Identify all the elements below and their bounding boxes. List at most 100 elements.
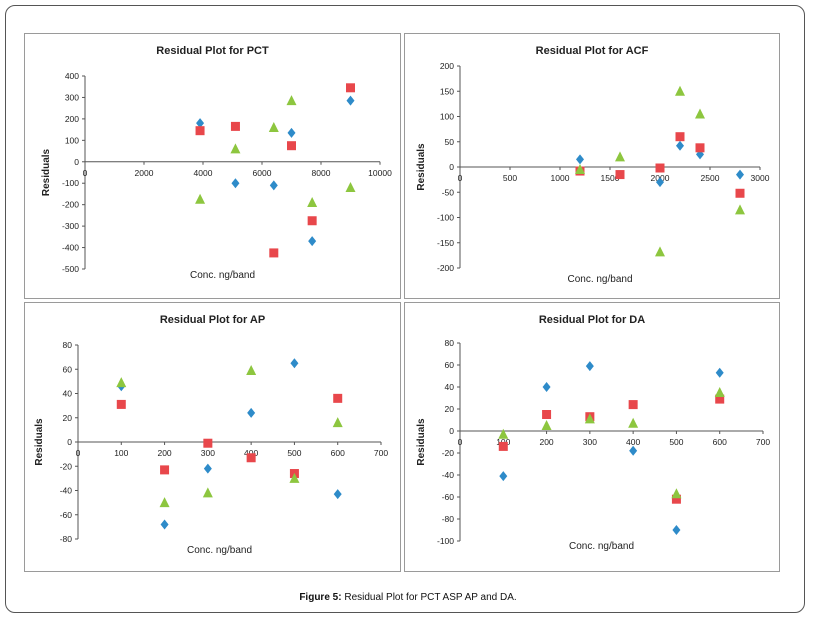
- data-point-triangle: [159, 497, 170, 508]
- x-tick-label: 10000: [368, 168, 392, 178]
- y-tick-label: 80: [445, 338, 455, 348]
- y-tick-label: 300: [65, 92, 79, 102]
- data-point-diamond: [247, 407, 256, 418]
- x-tick-label: 500: [503, 173, 517, 183]
- y-axis-label: Residuals: [416, 143, 427, 191]
- y-tick-label: -150: [437, 238, 454, 248]
- y-tick-label: -100: [437, 213, 454, 223]
- chart-panel-da: Residual Plot for DA -100 -80 -60 -40 -20 0 20 4…: [404, 302, 780, 572]
- y-tick-label: -50: [442, 187, 455, 197]
- data-point-square: [195, 126, 205, 136]
- y-tick-label: 60: [445, 360, 455, 370]
- y-tick-label: -20: [442, 448, 455, 458]
- data-point-diamond: [656, 177, 664, 188]
- y-tick-label: 40: [445, 382, 455, 392]
- data-point-square: [735, 188, 745, 198]
- data-point-square: [715, 394, 725, 404]
- y-tick-label: -100: [62, 178, 79, 188]
- data-point-square: [160, 465, 170, 475]
- y-tick-label: -300: [62, 221, 79, 231]
- data-point-triangle: [286, 95, 297, 106]
- caption-label: Figure 5:: [299, 592, 342, 603]
- chart-title: Residual Plot for DA: [539, 314, 645, 326]
- y-tick-label: -80: [60, 534, 73, 544]
- data-point-square: [307, 216, 317, 226]
- x-tick-label: 200: [539, 437, 553, 447]
- data-point-square: [655, 163, 665, 173]
- data-point-triangle: [615, 151, 625, 162]
- chart-svg: Residual Plot for PCT -500 -400 -300 -200 -10…: [41, 45, 392, 281]
- data-point-diamond: [629, 445, 638, 456]
- chart-title: Residual Plot for PCT: [156, 45, 269, 57]
- chart-panel-pct: Residual Plot for PCT -500 -400 -300 -200 -10…: [24, 33, 401, 299]
- caption-text: Residual Plot for PCT ASP AP and DA.: [344, 592, 517, 603]
- x-tick-label: 4000: [194, 168, 213, 178]
- x-tick-label: 300: [201, 448, 215, 458]
- data-point-triangle: [345, 182, 356, 193]
- data-point-square: [671, 494, 681, 504]
- x-axis-label: Conc. ng/band: [187, 545, 252, 556]
- data-point-triangle: [714, 387, 725, 397]
- data-point-diamond: [203, 463, 212, 474]
- data-point-diamond: [196, 118, 205, 129]
- data-point-diamond: [290, 358, 299, 369]
- x-tick-label: 3000: [751, 173, 770, 183]
- data-point-triangle: [655, 246, 665, 257]
- data-point-triangle: [195, 193, 206, 204]
- data-point-square: [287, 141, 296, 151]
- data-point-square: [628, 400, 638, 410]
- data-point-triangle: [541, 420, 552, 430]
- y-tick-label: -80: [442, 514, 455, 524]
- data-point-square: [333, 393, 343, 403]
- data-point-diamond: [269, 180, 278, 191]
- x-axis-label: Conc. ng/band: [567, 274, 632, 285]
- data-point-triangle: [332, 417, 343, 428]
- data-point-diamond: [231, 178, 240, 189]
- data-point-triangle: [695, 108, 705, 119]
- y-tick-label: 200: [440, 61, 454, 71]
- chart-title: Residual Plot for ACF: [536, 45, 649, 57]
- y-tick-label: 0: [74, 157, 79, 167]
- y-tick-label: -20: [60, 461, 73, 471]
- data-point-triangle: [230, 143, 241, 154]
- x-tick-label: 0: [83, 168, 88, 178]
- data-point-square: [203, 438, 213, 448]
- data-point-diamond: [736, 169, 744, 180]
- data-point-square: [695, 143, 705, 153]
- y-axis-label: Residuals: [34, 418, 45, 466]
- data-point-square: [498, 441, 508, 451]
- data-point-diamond: [542, 382, 551, 392]
- y-tick-label: 0: [67, 437, 72, 447]
- x-tick-label: 200: [157, 448, 171, 458]
- data-point-triangle: [202, 487, 213, 498]
- x-tick-label: 700: [756, 437, 770, 447]
- x-tick-label: 2500: [701, 173, 720, 183]
- data-point-triangle: [116, 377, 127, 388]
- x-tick-label: 100: [114, 448, 128, 458]
- y-tick-label: 200: [65, 114, 79, 124]
- x-tick-label: 600: [331, 448, 345, 458]
- data-point-diamond: [499, 471, 508, 482]
- data-point-triangle: [498, 428, 509, 439]
- x-tick-label: 500: [287, 448, 301, 458]
- x-tick-label: 0: [458, 437, 463, 447]
- data-point-triangle: [575, 164, 585, 175]
- x-tick-label: 400: [244, 448, 258, 458]
- y-tick-label: 20: [63, 413, 73, 423]
- y-tick-label: 60: [63, 364, 73, 374]
- data-point-diamond: [585, 361, 594, 372]
- chart-svg: Residual Plot for AP-80-60-40-2002040608…: [34, 314, 388, 556]
- y-tick-label: 80: [63, 340, 73, 350]
- y-tick-label: 100: [440, 112, 454, 122]
- data-point-diamond: [333, 489, 342, 500]
- data-point-diamond: [715, 367, 724, 378]
- data-point-square: [116, 399, 126, 409]
- data-point-triangle: [246, 364, 257, 375]
- chart-svg: Residual Plot for ACF-200-150-100-500501…: [416, 45, 770, 285]
- figure-caption: Figure 5: Residual Plot for PCT ASP AP a…: [0, 592, 816, 603]
- x-axis-label: Conc. ng/band: [569, 541, 634, 552]
- data-point-triangle: [307, 197, 318, 208]
- y-axis-label: Residuals: [416, 418, 427, 466]
- y-tick-label: -100: [437, 536, 454, 546]
- y-tick-label: -200: [62, 200, 79, 210]
